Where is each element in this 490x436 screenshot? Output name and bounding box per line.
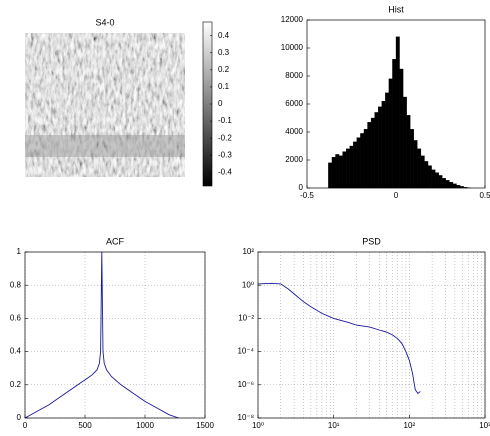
bar bbox=[410, 129, 414, 189]
bar bbox=[370, 117, 375, 189]
x-tick-label: -0.5 bbox=[300, 191, 314, 200]
bar bbox=[452, 183, 457, 189]
colorbar-tick-label: 0.3 bbox=[218, 48, 230, 57]
bar bbox=[445, 180, 450, 189]
bar bbox=[385, 92, 390, 189]
y-tick-label: 0.2 bbox=[10, 380, 22, 389]
bar bbox=[438, 175, 443, 189]
x-tick-label: 0 bbox=[23, 421, 28, 430]
y-tick-label: 10⁻⁶ bbox=[238, 380, 254, 389]
x-tick-label: 10³ bbox=[479, 421, 490, 430]
bar bbox=[367, 122, 372, 189]
bar bbox=[349, 145, 354, 189]
y-tick-label: 0.6 bbox=[10, 314, 22, 323]
colorbar-tick-label: -0.3 bbox=[218, 150, 232, 159]
bar bbox=[399, 68, 404, 189]
bar bbox=[356, 137, 361, 189]
x-tick-label: 500 bbox=[78, 421, 92, 430]
chart-title: S4-0 bbox=[95, 17, 114, 27]
y-tick-label: 10² bbox=[242, 247, 254, 256]
bar bbox=[424, 161, 429, 189]
bar bbox=[427, 165, 432, 189]
bar bbox=[402, 96, 407, 189]
x-tick-label: 10² bbox=[404, 421, 416, 430]
colorbar-tick-label: 0.1 bbox=[218, 82, 230, 91]
y-tick-label: 0 bbox=[17, 413, 22, 422]
bar bbox=[413, 140, 418, 189]
y-tick-label: 0 bbox=[299, 183, 304, 192]
axes-frame bbox=[24, 251, 206, 419]
y-tick-label: 10000 bbox=[281, 43, 304, 52]
bar bbox=[363, 129, 368, 189]
colorbar-tick-label: 0 bbox=[218, 99, 223, 108]
bar bbox=[360, 133, 365, 189]
axes-frame bbox=[257, 251, 486, 419]
y-tick-label: 10⁻⁴ bbox=[237, 347, 254, 356]
colorbar-tick-label: -0.1 bbox=[218, 116, 232, 125]
bar bbox=[431, 169, 436, 189]
y-tick-label: 8000 bbox=[285, 71, 303, 80]
colorbar-tick-label: 0.2 bbox=[218, 65, 230, 74]
bar bbox=[392, 59, 397, 189]
y-tick-label: 2000 bbox=[285, 155, 303, 164]
bar bbox=[331, 157, 336, 189]
data-line bbox=[257, 282, 421, 395]
bar bbox=[406, 115, 411, 189]
bar bbox=[417, 148, 422, 189]
bar bbox=[346, 148, 350, 189]
bar bbox=[395, 36, 400, 189]
y-tick-label: 6000 bbox=[285, 99, 303, 108]
bar bbox=[378, 106, 382, 189]
y-tick-label: 0.4 bbox=[10, 347, 22, 356]
bar bbox=[335, 154, 340, 189]
y-tick-label: 1 bbox=[17, 247, 22, 256]
axes-frame bbox=[306, 19, 486, 189]
colorbar-tick-label: -0.4 bbox=[218, 167, 232, 176]
bar bbox=[338, 155, 343, 189]
x-tick-label: 0.5 bbox=[479, 191, 490, 200]
bar bbox=[374, 112, 379, 189]
x-tick-label: 1500 bbox=[196, 421, 214, 430]
bar bbox=[388, 78, 393, 189]
chart-title: ACF bbox=[106, 236, 125, 246]
bar bbox=[435, 172, 439, 189]
y-tick-label: 10⁻² bbox=[238, 314, 254, 323]
colorbar-tick-label: 0.4 bbox=[218, 31, 230, 40]
bar bbox=[381, 101, 386, 189]
chart-title: Hist bbox=[388, 4, 404, 14]
bar bbox=[328, 162, 333, 189]
image-band bbox=[25, 135, 185, 157]
bar bbox=[449, 181, 454, 189]
y-tick-label: 0.8 bbox=[10, 280, 22, 289]
y-tick-label: 10⁰ bbox=[242, 280, 254, 289]
bar bbox=[442, 178, 446, 189]
bar bbox=[342, 151, 347, 189]
bar bbox=[420, 155, 425, 189]
y-tick-label: 10⁻⁸ bbox=[238, 413, 255, 422]
y-tick-label: 4000 bbox=[285, 127, 303, 136]
bar bbox=[456, 185, 461, 189]
x-tick-label: 10⁰ bbox=[252, 421, 264, 430]
x-tick-label: 10¹ bbox=[328, 421, 340, 430]
x-tick-label: 0 bbox=[394, 191, 399, 200]
x-tick-label: 1000 bbox=[136, 421, 154, 430]
chart-title: PSD bbox=[362, 236, 381, 246]
bar bbox=[353, 141, 357, 189]
colorbar-tick-label: -0.2 bbox=[218, 133, 232, 142]
data-line bbox=[24, 251, 179, 419]
y-tick-label: 12000 bbox=[281, 15, 304, 24]
